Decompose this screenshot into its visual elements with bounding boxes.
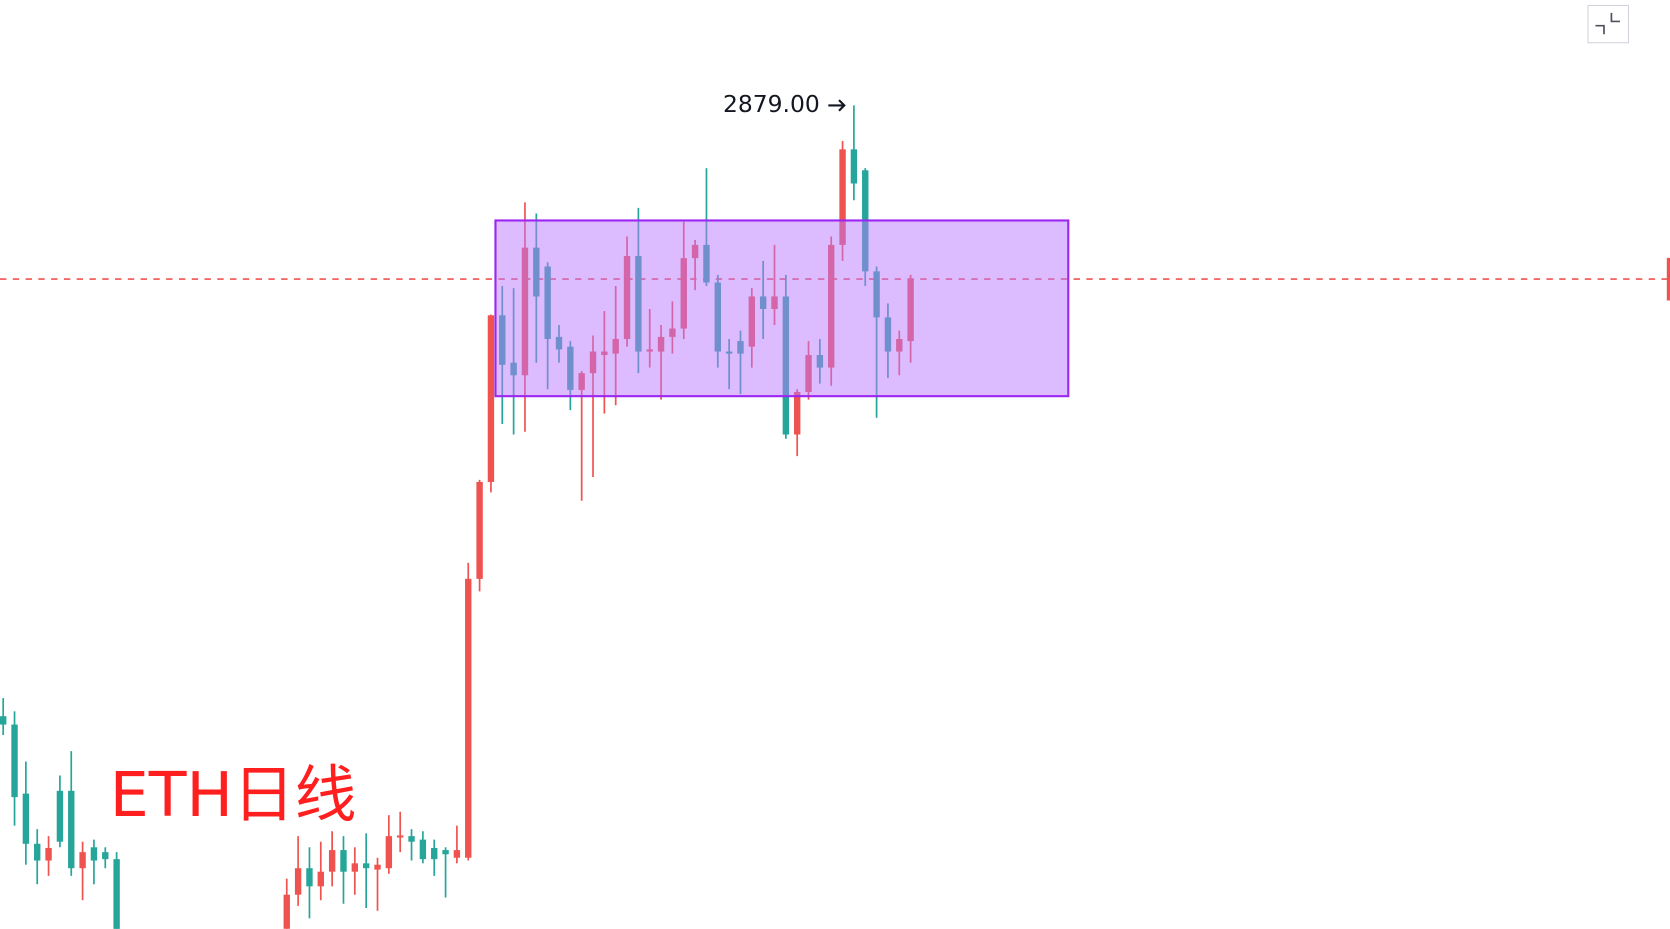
- candle-body: [317, 871, 324, 887]
- high-label: 2879.00: [723, 90, 820, 118]
- candle-body: [385, 836, 393, 869]
- high-label-arrow: [828, 99, 846, 112]
- candle-body: [294, 868, 302, 895]
- candle-body: [22, 793, 30, 844]
- candle-body: [340, 850, 347, 872]
- candle-body: [487, 315, 495, 482]
- candle-body: [11, 724, 18, 798]
- candle-body: [102, 852, 109, 860]
- chart-title: ETH日线: [110, 759, 357, 831]
- candle-body: [453, 850, 461, 858]
- candle-body: [68, 790, 75, 869]
- candle-body: [850, 149, 858, 184]
- button-frame[interactable]: [1587, 4, 1629, 44]
- candle-body: [374, 864, 381, 870]
- candle-body: [283, 894, 290, 929]
- candle-body: [362, 863, 370, 869]
- candle-body: [79, 852, 86, 869]
- candle-body: [0, 716, 7, 725]
- candle-body: [396, 835, 404, 838]
- candle-body: [45, 847, 52, 861]
- candle-body: [306, 868, 313, 887]
- candle-body: [34, 843, 41, 861]
- plot-area: [0, 105, 1670, 929]
- collapse-icon: [1595, 12, 1620, 35]
- collapse-button[interactable]: [1587, 4, 1629, 44]
- candle-body: [431, 847, 438, 860]
- candle-body: [351, 863, 359, 872]
- candle-body: [442, 850, 449, 855]
- range-box: [494, 219, 1070, 398]
- candle-body: [793, 391, 801, 435]
- candle-body: [328, 850, 336, 872]
- candle-body: [476, 481, 483, 579]
- candle-body: [56, 790, 64, 842]
- candle-body: [419, 839, 427, 860]
- candle-body: [465, 578, 472, 858]
- price-marker: [1666, 257, 1670, 301]
- candle-body: [90, 847, 98, 861]
- candle-body: [113, 859, 120, 929]
- candle-body: [839, 149, 846, 245]
- candle-body: [408, 836, 415, 842]
